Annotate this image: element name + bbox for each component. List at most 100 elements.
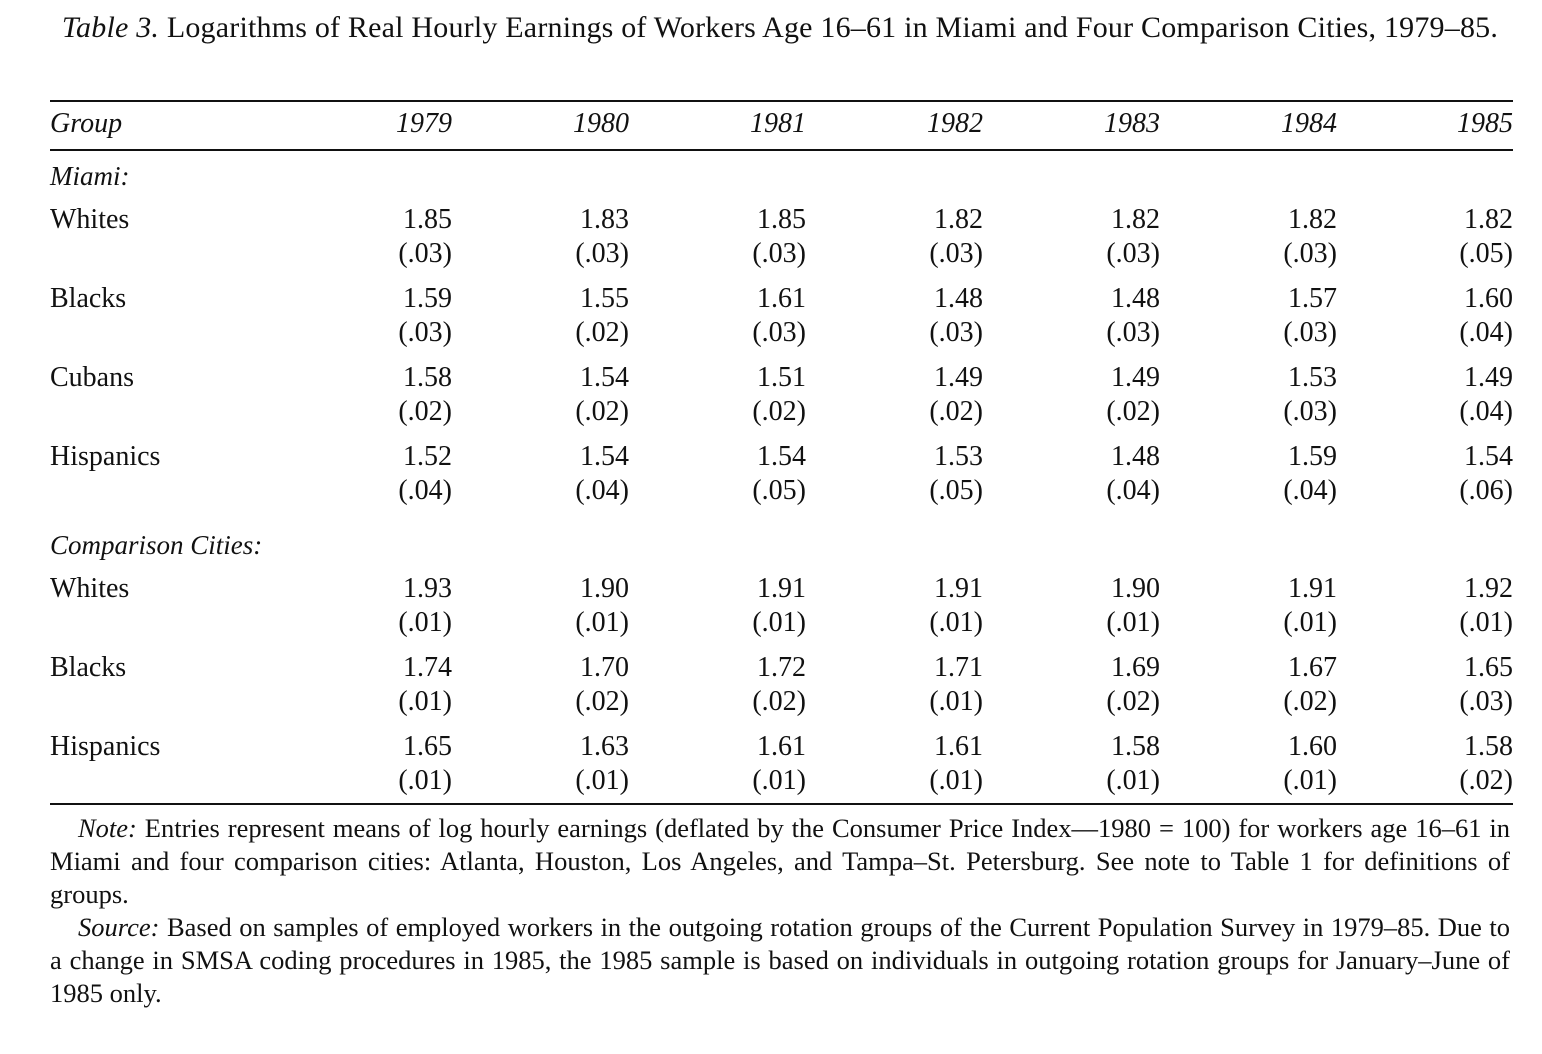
standard-error: (.02) <box>752 396 806 427</box>
year-column-header: 1980 <box>573 108 629 139</box>
mean-value: 1.82 <box>1464 204 1513 235</box>
mean-value: 1.54 <box>757 441 806 472</box>
group-label: Hispanics <box>50 731 161 762</box>
standard-error: (.02) <box>575 396 629 427</box>
mean-value: 1.53 <box>1288 362 1337 393</box>
standard-error: (.04) <box>1106 475 1160 506</box>
mean-value: 1.54 <box>580 362 629 393</box>
mean-value: 1.82 <box>1288 204 1337 235</box>
mean-value: 1.82 <box>934 204 983 235</box>
mean-value: 1.63 <box>580 731 629 762</box>
year-column-header: 1984 <box>1281 108 1337 139</box>
standard-error: (.04) <box>575 475 629 506</box>
mean-value: 1.49 <box>934 362 983 393</box>
standard-error: (.03) <box>929 317 983 348</box>
mean-value: 1.82 <box>1111 204 1160 235</box>
standard-error: (.01) <box>752 607 806 638</box>
standard-error: (.02) <box>1106 396 1160 427</box>
standard-error: (.01) <box>575 765 629 796</box>
mean-value: 1.91 <box>1288 573 1337 604</box>
mean-value: 1.48 <box>1111 283 1160 314</box>
group-label: Blacks <box>50 652 127 683</box>
mean-value: 1.55 <box>580 283 629 314</box>
note-text: Entries represent means of log hourly ea… <box>50 813 1510 909</box>
standard-error: (.01) <box>398 765 452 796</box>
group-label: Blacks <box>50 283 127 314</box>
standard-error: (.03) <box>929 238 983 269</box>
group-column-header: Group <box>50 108 123 139</box>
note-label: Note: <box>78 813 137 843</box>
standard-error: (.03) <box>1283 317 1337 348</box>
standard-error: (.01) <box>575 607 629 638</box>
standard-error: (.01) <box>929 686 983 717</box>
standard-error: (.04) <box>1459 317 1513 348</box>
mean-value: 1.72 <box>757 652 806 683</box>
mean-value: 1.92 <box>1464 573 1513 604</box>
mean-value: 1.48 <box>934 283 983 314</box>
mean-value: 1.51 <box>757 362 806 393</box>
standard-error: (.03) <box>575 238 629 269</box>
group-label: Whites <box>50 573 130 604</box>
table-title: Logarithms of Real Hourly Earnings of Wo… <box>166 11 1499 44</box>
standard-error: (.02) <box>1283 686 1337 717</box>
mean-value: 1.91 <box>757 573 806 604</box>
group-label: Cubans <box>50 362 134 393</box>
table-notes: Note: Entries represent means of log hou… <box>50 812 1510 1010</box>
mean-value: 1.74 <box>403 652 452 683</box>
mean-value: 1.49 <box>1111 362 1160 393</box>
mean-value: 1.83 <box>580 204 629 235</box>
standard-error: (.03) <box>1459 686 1513 717</box>
year-column-header: 1982 <box>927 108 983 139</box>
standard-error: (.03) <box>1106 317 1160 348</box>
standard-error: (.01) <box>929 607 983 638</box>
standard-error: (.03) <box>1283 238 1337 269</box>
standard-error: (.03) <box>398 238 452 269</box>
standard-error: (.01) <box>1283 765 1337 796</box>
mean-value: 1.61 <box>757 731 806 762</box>
standard-error: (.04) <box>398 475 452 506</box>
standard-error: (.01) <box>398 607 452 638</box>
source-paragraph: Source: Based on samples of employed wor… <box>50 911 1510 1010</box>
standard-error: (.05) <box>929 475 983 506</box>
table-label: Table 3. <box>61 11 160 44</box>
mean-value: 1.58 <box>1111 731 1160 762</box>
mean-value: 1.54 <box>580 441 629 472</box>
standard-error: (.01) <box>398 686 452 717</box>
mean-value: 1.61 <box>757 283 806 314</box>
mean-value: 1.85 <box>403 204 452 235</box>
standard-error: (.05) <box>1459 238 1513 269</box>
year-column-header: 1985 <box>1457 108 1513 139</box>
standard-error: (.03) <box>1106 238 1160 269</box>
standard-error: (.01) <box>929 765 983 796</box>
standard-error: (.05) <box>752 475 806 506</box>
mean-value: 1.71 <box>934 652 983 683</box>
mean-value: 1.52 <box>403 441 452 472</box>
standard-error: (.02) <box>752 686 806 717</box>
mean-value: 1.58 <box>1464 731 1513 762</box>
header-rule <box>50 149 1513 151</box>
bottom-rule <box>50 803 1513 805</box>
section-label: Comparison Cities: <box>50 530 263 560</box>
mean-value: 1.48 <box>1111 441 1160 472</box>
standard-error: (.01) <box>752 765 806 796</box>
mean-value: 1.93 <box>403 573 452 604</box>
standard-error: (.02) <box>575 686 629 717</box>
standard-error: (.04) <box>1459 396 1513 427</box>
mean-value: 1.90 <box>1111 573 1160 604</box>
mean-value: 1.91 <box>934 573 983 604</box>
group-label: Whites <box>50 204 130 235</box>
mean-value: 1.67 <box>1288 652 1337 683</box>
mean-value: 1.59 <box>1288 441 1337 472</box>
year-column-header: 1983 <box>1104 108 1160 139</box>
mean-value: 1.61 <box>934 731 983 762</box>
mean-value: 1.59 <box>403 283 452 314</box>
source-label: Source: <box>78 912 160 942</box>
standard-error: (.03) <box>398 317 452 348</box>
standard-error: (.01) <box>1459 607 1513 638</box>
standard-error: (.02) <box>1106 686 1160 717</box>
group-label: Hispanics <box>50 441 161 472</box>
standard-error: (.02) <box>575 317 629 348</box>
standard-error: (.02) <box>398 396 452 427</box>
note-paragraph: Note: Entries represent means of log hou… <box>50 812 1510 911</box>
top-rule <box>50 100 1513 102</box>
